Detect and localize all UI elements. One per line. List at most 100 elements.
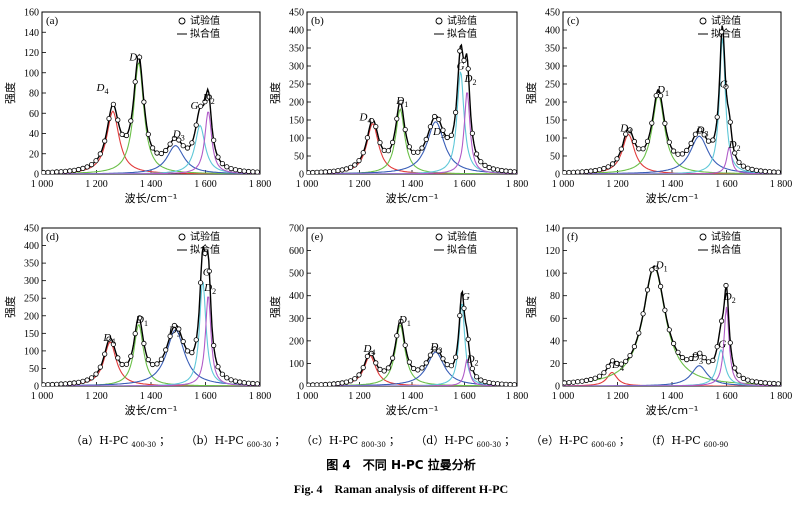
- exp-point: [150, 361, 156, 368]
- exp-point: [431, 346, 438, 352]
- y-tick-label: 300: [289, 314, 304, 325]
- exp-point: [410, 149, 417, 155]
- exp-point: [675, 349, 681, 355]
- exp-point: [352, 162, 358, 168]
- exp-point: [347, 378, 354, 384]
- exp-point: [740, 375, 747, 381]
- exp-point: [511, 382, 517, 386]
- exp-point: [749, 166, 755, 172]
- exp-point: [343, 166, 349, 172]
- y-tick-label: 140: [545, 224, 560, 235]
- exp-point: [211, 137, 217, 143]
- x-tick-label: 1 200: [348, 391, 371, 402]
- exp-point: [705, 138, 712, 144]
- x-tick-label: 1 400: [661, 391, 684, 402]
- y-tick-label: 700: [289, 224, 304, 235]
- exp-point: [49, 169, 55, 174]
- exp-point: [753, 167, 760, 173]
- series-d2: [307, 92, 517, 174]
- panel-a: 0 20 40 60 80 100 120 140 160 1 000 1 200 1 400 1 60…: [3, 8, 271, 206]
- x-tick-label: 1 400: [661, 179, 684, 190]
- exp-point: [318, 169, 324, 174]
- exp-point: [714, 114, 720, 120]
- exp-point: [427, 352, 433, 358]
- exp-point: [758, 379, 764, 386]
- peak-label: D2: [723, 291, 736, 305]
- exp-point: [184, 348, 191, 354]
- panel-letter: (e): [311, 231, 324, 243]
- exp-point: [627, 352, 633, 359]
- exp-point: [158, 150, 164, 157]
- exp-point: [575, 379, 581, 385]
- exp-point: [67, 380, 73, 386]
- x-tick-label: 1 200: [85, 179, 108, 190]
- y-tick-label: 150: [545, 116, 560, 127]
- exp-point: [657, 283, 664, 289]
- exp-point: [710, 137, 716, 143]
- exp-point: [115, 117, 121, 123]
- exp-point: [224, 164, 230, 170]
- x-tick-label: 1 000: [31, 179, 54, 190]
- subcaption-d: （d）H-PC 600-30；: [415, 434, 516, 450]
- exp-point: [250, 169, 256, 174]
- y-tick-label: 40: [29, 129, 39, 140]
- exp-point: [368, 118, 375, 124]
- exp-point: [771, 380, 777, 386]
- legend-marker-exp: [435, 17, 443, 25]
- exp-point: [331, 381, 337, 386]
- legend-fit: 拟合值: [447, 27, 477, 40]
- legend-fit: 拟合值: [190, 27, 220, 40]
- exp-point: [507, 168, 513, 174]
- exp-point: [452, 109, 459, 116]
- exp-point: [563, 380, 568, 386]
- exp-point: [723, 84, 729, 90]
- exp-point: [740, 163, 747, 169]
- series-d1: [42, 61, 260, 174]
- series-g: [307, 71, 517, 174]
- exp-point: [141, 340, 147, 347]
- exp-point: [609, 161, 616, 167]
- exp-point: [465, 336, 471, 342]
- y-tick-label: 50: [294, 152, 304, 163]
- x-axis-label: 波长/cm⁻¹: [386, 192, 439, 205]
- x-tick-label: 1 000: [31, 391, 54, 402]
- exp-point: [596, 373, 603, 379]
- exp-point: [385, 148, 391, 154]
- exp-point: [627, 127, 633, 133]
- plot-area: [42, 53, 260, 174]
- exp-point: [206, 268, 212, 274]
- figure-caption-en: Fig. 4 Raman analysis of different H-PC: [293, 482, 509, 496]
- x-tick-label: 1 800: [249, 391, 272, 402]
- x-tick-label: 1 400: [401, 179, 424, 190]
- x-tick-label: 1 000: [296, 179, 319, 190]
- exp-point: [736, 372, 742, 378]
- exp-point: [457, 312, 463, 319]
- exp-point: [67, 168, 73, 174]
- y-tick-label: 100: [289, 359, 304, 370]
- exp-point: [327, 381, 333, 386]
- exp-point: [758, 168, 764, 174]
- exp-point: [684, 356, 690, 363]
- series-g: [42, 282, 260, 386]
- x-tick-label: 1 600: [453, 179, 476, 190]
- exp-point: [723, 282, 729, 289]
- exp-point: [775, 381, 781, 386]
- exp-point: [461, 57, 467, 64]
- exp-point: [58, 381, 64, 386]
- x-axis-label: 波长/cm⁻¹: [125, 404, 178, 417]
- x-tick-label: 1 800: [249, 179, 272, 190]
- x-axis-label: 波长/cm⁻¹: [646, 192, 699, 205]
- y-tick-label: 100: [24, 68, 39, 79]
- exp-point: [128, 353, 134, 359]
- series-d2: [563, 306, 781, 386]
- x-tick-label: 1 400: [140, 179, 163, 190]
- exp-point: [228, 166, 234, 172]
- exp-point: [473, 151, 480, 157]
- series-d1: [307, 324, 517, 386]
- peak-label: D3: [172, 129, 185, 143]
- peak-label: D3: [696, 125, 709, 139]
- exp-point: [727, 119, 733, 125]
- exp-point: [444, 134, 450, 141]
- exp-point: [419, 365, 425, 371]
- y-axis-label: 强度: [524, 296, 538, 318]
